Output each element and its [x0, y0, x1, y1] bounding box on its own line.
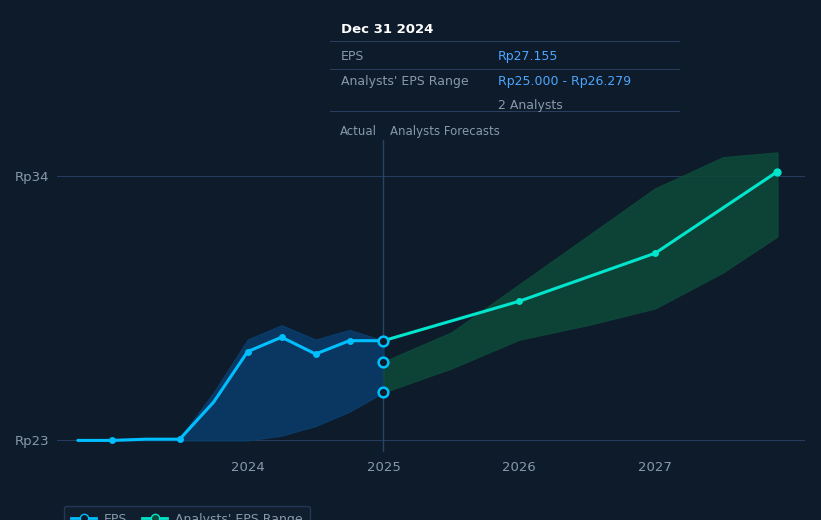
Text: Analysts Forecasts: Analysts Forecasts — [390, 125, 500, 138]
Text: EPS: EPS — [341, 50, 364, 63]
Legend: EPS, Analysts' EPS Range: EPS, Analysts' EPS Range — [64, 505, 310, 520]
Text: 2 Analysts: 2 Analysts — [498, 99, 562, 112]
Text: Rp27.155: Rp27.155 — [498, 50, 558, 63]
Text: Analysts' EPS Range: Analysts' EPS Range — [341, 75, 468, 88]
Text: Actual: Actual — [340, 125, 377, 138]
Text: Rp25.000 - Rp26.279: Rp25.000 - Rp26.279 — [498, 75, 631, 88]
Text: Dec 31 2024: Dec 31 2024 — [341, 22, 433, 35]
